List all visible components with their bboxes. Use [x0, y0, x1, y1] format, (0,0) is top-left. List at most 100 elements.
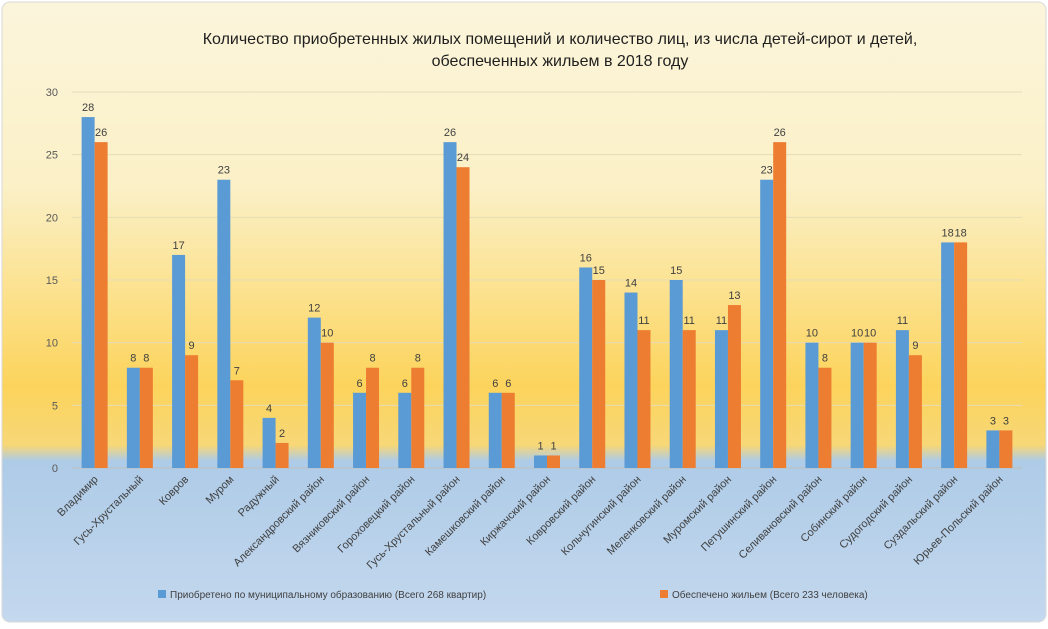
bar-series-1 — [941, 242, 955, 468]
chart-title-line-2: обеспеченных жильем в 2018 году — [432, 53, 689, 70]
bar-series-2 — [366, 367, 380, 468]
data-label-series-1: 4 — [266, 403, 272, 415]
data-label-series-2: 11 — [684, 315, 695, 327]
bar-series-2 — [954, 242, 968, 468]
data-label-series-2: 15 — [593, 265, 605, 277]
data-label-series-2: 9 — [912, 340, 918, 352]
data-label-series-2: 10 — [864, 328, 876, 340]
bar-series-1 — [262, 417, 276, 468]
data-label-series-2: 10 — [321, 328, 333, 340]
data-label-series-1: 16 — [580, 252, 592, 264]
data-label-series-1: 23 — [761, 165, 773, 177]
bar-series-1 — [895, 330, 909, 468]
data-label-series-1: 23 — [218, 165, 230, 177]
legend-swatch-series-1 — [158, 590, 166, 598]
bar-series-1 — [217, 179, 231, 468]
bar-series-2 — [773, 142, 787, 468]
chart-title-line-1: Количество приобретенных жилых помещений… — [203, 31, 918, 48]
data-label-series-1: 17 — [172, 240, 184, 252]
bar-series-2 — [908, 355, 922, 468]
data-label-series-2: 8 — [822, 353, 828, 365]
data-label-series-2: 2 — [279, 428, 285, 440]
bar-series-1 — [353, 392, 367, 468]
y-tick-label: 30 — [46, 87, 58, 99]
y-tick-label: 15 — [46, 275, 58, 287]
data-label-series-1: 10 — [806, 328, 818, 340]
data-label-series-2: 8 — [143, 353, 149, 365]
bar-series-2 — [456, 167, 470, 468]
bar-series-1 — [714, 330, 728, 468]
data-label-series-2: 8 — [415, 353, 421, 365]
data-label-series-1: 10 — [851, 328, 863, 340]
data-label-series-2: 6 — [505, 378, 511, 390]
bar-series-1 — [488, 392, 502, 468]
legend-swatch-series-2 — [660, 590, 668, 598]
bar-series-2 — [139, 367, 153, 468]
y-tick-label: 25 — [46, 150, 58, 162]
data-label-series-2: 3 — [1003, 415, 1009, 427]
bar-series-1 — [760, 179, 774, 468]
bar-series-2 — [320, 342, 334, 468]
data-label-series-2: 26 — [95, 127, 107, 139]
legend: Приобретено по муниципальному образовани… — [158, 589, 868, 601]
data-label-series-2: 11 — [638, 315, 649, 327]
bar-series-2 — [94, 142, 108, 468]
data-label-series-1: 1 — [537, 440, 543, 452]
data-label-series-2: 1 — [550, 440, 556, 452]
bar-series-2 — [682, 330, 696, 468]
data-label-series-1: 14 — [625, 278, 637, 290]
bars — [81, 117, 1013, 469]
data-label-series-2: 9 — [189, 340, 195, 352]
data-label-series-2: 26 — [774, 127, 786, 139]
bar-series-2 — [411, 367, 425, 468]
bar-series-1 — [669, 280, 683, 468]
y-tick-label: 5 — [52, 400, 58, 412]
bar-series-2 — [501, 392, 515, 468]
bar-series-1 — [443, 142, 457, 468]
data-label-series-2: 13 — [728, 290, 740, 302]
bar-series-1 — [307, 317, 321, 468]
data-label-series-2: 24 — [457, 152, 469, 164]
bar-series-1 — [624, 292, 638, 468]
data-label-series-1: 28 — [82, 102, 94, 114]
data-label-series-1: 3 — [990, 415, 996, 427]
data-label-series-2: 8 — [369, 353, 375, 365]
data-label-series-1: 11 — [716, 315, 727, 327]
legend-label-series-2: Обеспечено жильем (Всего 233 человека) — [672, 589, 868, 601]
bar-series-2 — [818, 367, 832, 468]
bar-series-2 — [727, 305, 741, 468]
y-tick-label: 0 — [52, 463, 58, 475]
data-label-series-1: 26 — [444, 127, 456, 139]
bar-series-1 — [81, 117, 95, 469]
bar-series-2 — [230, 380, 244, 468]
bar-series-2 — [863, 342, 877, 468]
data-label-series-1: 15 — [670, 265, 682, 277]
bar-series-1 — [579, 267, 593, 468]
bar-series-1 — [126, 367, 140, 468]
data-label-series-1: 18 — [942, 227, 954, 239]
bar-series-2 — [275, 442, 289, 468]
bar-series-1 — [850, 342, 864, 468]
bar-series-1 — [805, 342, 819, 468]
bar-series-1 — [398, 392, 412, 468]
data-label-series-1: 6 — [402, 378, 408, 390]
bar-series-2 — [999, 430, 1013, 468]
legend-label-series-1: Приобретено по муниципальному образовани… — [170, 589, 486, 601]
y-tick-label: 10 — [46, 338, 58, 350]
data-label-series-2: 18 — [955, 227, 967, 239]
data-label-series-1: 12 — [308, 303, 320, 315]
bar-series-1 — [534, 455, 547, 468]
bar-series-2 — [637, 330, 651, 468]
bar-series-2 — [592, 280, 606, 468]
y-tick-label: 20 — [46, 212, 58, 224]
data-label-series-1: 6 — [356, 378, 362, 390]
data-label-series-2: 7 — [234, 365, 240, 377]
bar-series-2 — [547, 455, 560, 468]
y-axis: 0 5 10 15 20 25 30 — [46, 87, 58, 475]
data-label-series-1: 6 — [492, 378, 498, 390]
bar-series-1 — [986, 430, 1000, 468]
